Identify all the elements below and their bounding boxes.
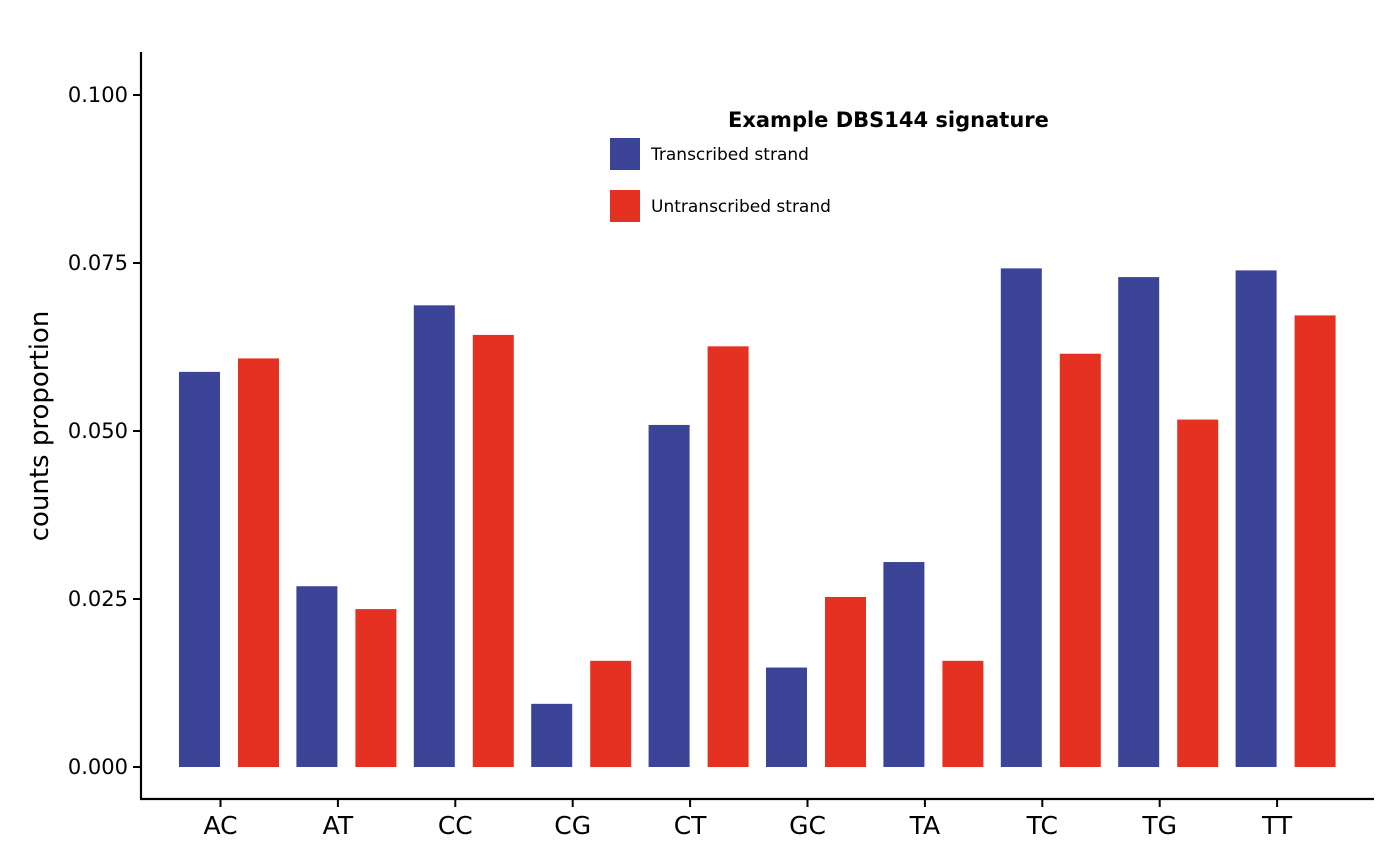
y-axis-label: counts proportion (25, 311, 55, 542)
x-axis: AC AT CC CG CT GC TA TC TG TT (140, 797, 1374, 840)
x-tick-label: CT (674, 811, 707, 840)
bar-tg-untranscribed (1177, 419, 1219, 767)
legend-swatch (610, 190, 640, 222)
x-tick-label: AT (323, 811, 354, 840)
bar-at-untranscribed (355, 609, 397, 767)
y-axis: 0.000 0.025 0.050 0.075 0.100 (68, 52, 143, 799)
bar-ta-untranscribed (942, 660, 984, 767)
bar-gc-transcribed (766, 667, 807, 767)
legend-swatch (610, 138, 640, 170)
x-tick-label: CC (438, 811, 473, 840)
bar-tc-transcribed (1000, 268, 1042, 767)
bar-ac-untranscribed (238, 358, 279, 767)
y-tick-label: 0.000 (68, 755, 128, 779)
x-tick-label: AC (203, 811, 237, 840)
legend: Example DBS144 signature Transcribed str… (610, 108, 1049, 222)
legend-label: Transcribed strand (650, 145, 809, 165)
x-tick-label: GC (789, 811, 826, 840)
y-tick-label: 0.075 (68, 251, 128, 275)
x-tick-label: TT (1261, 811, 1293, 840)
bar-cc-transcribed (413, 305, 455, 767)
bar-cc-untranscribed (472, 334, 514, 767)
bar-ct-transcribed (648, 424, 690, 767)
legend-title: Example DBS144 signature (728, 108, 1049, 132)
bar-ta-transcribed (883, 562, 925, 767)
x-tick-label: TC (1026, 811, 1058, 840)
y-tick-label: 0.100 (68, 83, 128, 107)
x-tick-label: CG (554, 811, 591, 840)
bars (179, 268, 1336, 767)
y-tick-label: 0.050 (68, 419, 128, 443)
bar-ac-transcribed (179, 371, 220, 767)
x-tick-label: TA (909, 811, 940, 840)
bar-at-transcribed (296, 586, 338, 767)
bar-tg-transcribed (1118, 277, 1160, 767)
bar-cg-untranscribed (590, 660, 632, 767)
bar-tt-untranscribed (1294, 315, 1336, 767)
x-tick-label: TG (1141, 811, 1177, 840)
bar-tc-untranscribed (1059, 353, 1101, 767)
y-tick-label: 0.025 (68, 587, 128, 611)
bar-gc-untranscribed (825, 596, 866, 767)
bar-cg-transcribed (531, 703, 573, 767)
legend-label: Untranscribed strand (651, 197, 831, 217)
bar-ct-untranscribed (707, 346, 749, 767)
bar-tt-transcribed (1235, 270, 1277, 767)
